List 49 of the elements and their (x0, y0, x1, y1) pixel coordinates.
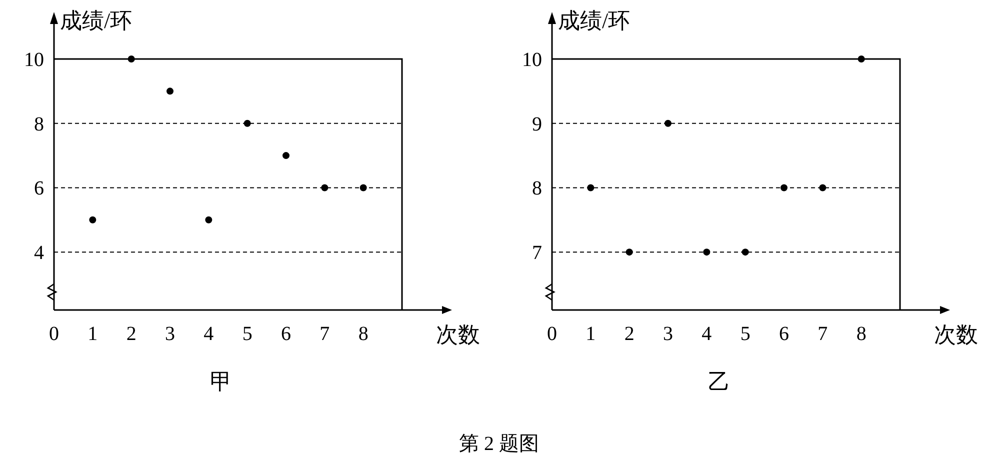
y-tick-label: 8 (532, 178, 542, 200)
x-tick-label: 6 (779, 323, 789, 345)
point (360, 184, 367, 192)
x-tick-label: 2 (624, 323, 634, 345)
x-tick-label: 0 (49, 323, 59, 345)
y-tick-label: 4 (34, 242, 44, 264)
text: 第 2 题图 (459, 433, 539, 455)
point (858, 56, 865, 62)
x-tick-label: 1 (586, 323, 596, 345)
y-tick-label: 9 (532, 113, 542, 136)
point (664, 120, 672, 127)
x-tick-label: 6 (281, 323, 291, 345)
y-axis-title: 成绩/环 (60, 8, 132, 33)
x-tick-label: 7 (818, 323, 828, 345)
y-tick-label: 8 (34, 113, 44, 136)
y-tick-label: 7 (532, 242, 542, 264)
x-tick-label: 5 (740, 323, 750, 345)
point (89, 216, 96, 224)
x-tick-label: 3 (165, 323, 175, 345)
y-axis-title: 成绩/环 (558, 8, 630, 33)
point (780, 184, 788, 192)
y-tick-label: 10 (24, 49, 44, 71)
y-tick-label: 10 (522, 49, 542, 71)
x-tick-label: 8 (856, 323, 866, 345)
x-tick-label: 4 (204, 323, 214, 345)
point (128, 56, 135, 62)
y-tick-label: 6 (34, 178, 44, 200)
x-axis-title: 次数 (934, 322, 978, 347)
point (166, 88, 174, 95)
point (321, 184, 328, 192)
point (205, 216, 212, 224)
point (282, 152, 290, 160)
x-tick-label: 1 (88, 323, 98, 345)
x-tick-label: 4 (702, 323, 712, 345)
text: 乙 (708, 369, 730, 394)
x-tick-label: 7 (320, 323, 330, 345)
x-axis-title: 次数 (436, 322, 480, 347)
point (819, 184, 826, 192)
x-tick-label: 0 (547, 323, 557, 345)
point (587, 184, 594, 192)
point (742, 248, 749, 256)
point (244, 120, 251, 127)
x-tick-label: 3 (663, 323, 673, 345)
x-tick-label: 5 (242, 323, 252, 345)
text: 甲 (210, 369, 232, 394)
x-tick-label: 8 (358, 323, 368, 345)
x-tick-label: 2 (126, 323, 136, 345)
point (703, 248, 710, 256)
point (626, 248, 633, 256)
